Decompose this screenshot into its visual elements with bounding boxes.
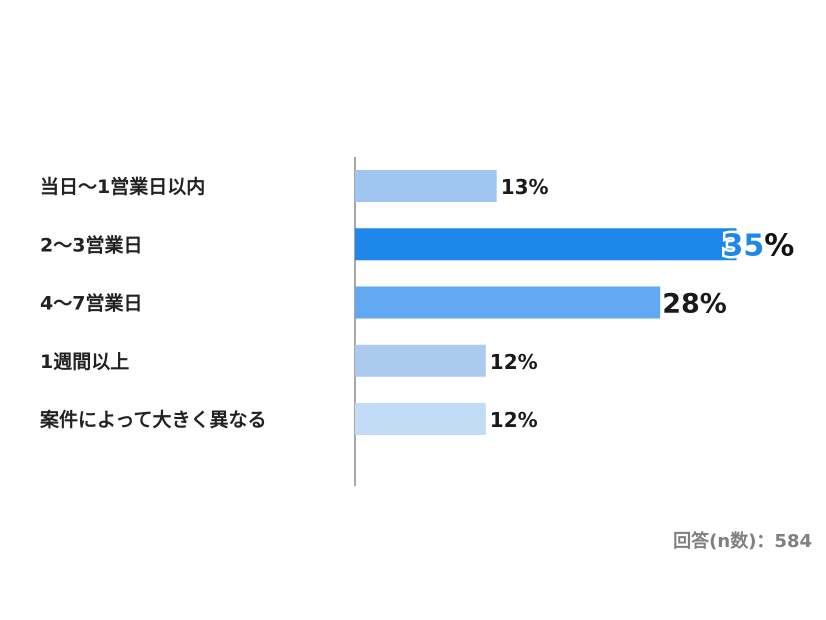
category-label-5: 案件によって大きく異なる — [39, 408, 266, 431]
bar-4 — [355, 344, 486, 377]
category-label-4: 1週間以上 — [40, 351, 129, 373]
value-labels: 13% 35% 28% 12% 12% — [490, 175, 795, 432]
category-label-3: 4〜7営業日 — [40, 292, 142, 315]
value-label-5: 12% — [490, 408, 538, 432]
sample-size-note: 回答(n数)：584 — [673, 531, 812, 552]
category-label-2: 2〜3営業日 — [40, 233, 142, 256]
value-label-1: 13% — [501, 175, 549, 199]
value-label-2: 35% — [723, 228, 795, 263]
category-label-1: 当日〜1営業日以内 — [40, 175, 205, 198]
value-label-3: 28% — [662, 289, 727, 320]
bar-5 — [355, 403, 486, 435]
bar-3 — [355, 286, 661, 319]
bars-layer — [355, 170, 737, 435]
bar-2 — [355, 228, 737, 261]
bar-1 — [355, 170, 497, 202]
value-label-4: 12% — [490, 350, 538, 374]
